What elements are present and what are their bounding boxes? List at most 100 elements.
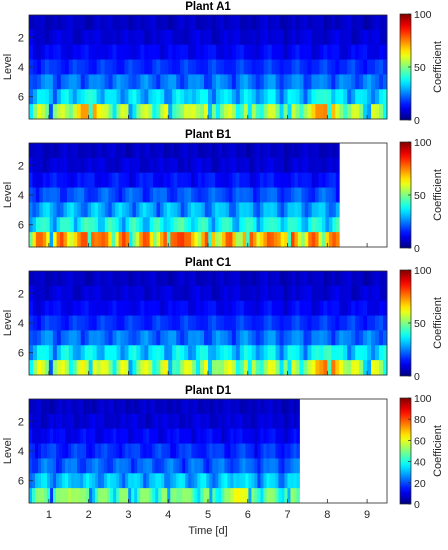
heatmap-cell [231,285,237,302]
heatmap-cell [86,399,90,415]
heatmap-cell [100,285,105,302]
heatmap-cell [44,330,50,346]
heatmap-cell [192,74,197,90]
heatmap-cell [180,315,185,331]
heatmap-cell [100,29,105,46]
heatmap-cell [303,271,308,287]
heatmap-cell [74,458,78,474]
heatmap-cell [98,443,102,459]
heatmap-cell [323,345,328,361]
y-axis-label: Level [2,54,14,80]
heatmap-cell [63,143,68,159]
heatmap-cell [290,458,294,474]
heatmap-cell [196,330,201,346]
heatmap-cell [148,104,153,120]
heatmap-cell [287,104,292,120]
heatmap-cell [172,285,177,302]
heatmap-cell [143,458,147,474]
heatmap-cell [253,232,257,248]
heatmap-cell [256,187,261,203]
heatmap-cell [52,44,58,60]
heatmap-cell [239,172,244,188]
heatmap-cell [327,59,332,75]
heatmap-cell [219,104,225,120]
heatmap-cell [291,232,295,248]
heatmap-cell [280,232,285,248]
heatmap-cell [32,399,36,415]
heatmap-cell [325,217,330,233]
heatmap-cell [101,217,106,233]
heatmap-cell [355,104,360,120]
heatmap-cell [172,44,177,60]
heatmap-cell [94,232,99,248]
heatmap-cell [279,300,284,316]
heatmap-cell [60,29,66,46]
heatmap-cell [87,232,92,248]
heatmap-cell [236,443,240,459]
heatmap-cell [243,59,249,75]
heatmap-cell [172,15,177,31]
heatmap-cell [136,29,141,46]
heatmap-cell [325,187,330,203]
heatmap-cell [319,59,324,75]
heatmap-cell [72,104,78,120]
heatmap-cell [128,202,133,218]
heatmap-cell [355,44,360,60]
heatmap-cell [243,285,249,302]
heatmap-cell [136,44,141,60]
heatmap-cell [219,271,225,287]
heatmap-cell [359,360,364,376]
heatmap-cell [177,172,182,188]
heatmap-cell [275,315,280,331]
heatmap-cell [283,59,288,75]
heatmap-cell [251,345,257,361]
heatmap-cell [351,345,356,361]
heatmap-cell [59,399,63,415]
heatmap-cell [134,413,138,430]
heatmap-cell [275,285,280,302]
heatmap-cell [259,330,265,346]
heatmap-cell [335,187,340,203]
heatmap-cell [32,473,36,489]
heatmap-cell [221,399,225,415]
heatmap-cell [68,488,72,504]
heatmap-cell [48,285,54,302]
heatmap-cell [41,473,45,489]
heatmap-cell [101,443,105,459]
heatmap-cell [293,428,297,444]
heatmap-cell [161,473,165,489]
heatmap-cell [200,300,205,316]
heatmap-cell [211,59,217,75]
heatmap-cell [247,74,253,90]
heatmap-cell [308,143,313,159]
heatmap-cell [192,315,197,331]
heatmap-cell [84,104,90,120]
heatmap-cell [65,428,69,444]
heatmap-cell [307,89,312,105]
heatmap-cell [176,74,181,90]
heatmap-cell [188,315,193,331]
heatmap-cell [332,202,337,218]
heatmap-cell [328,157,333,174]
heatmap-cell [371,285,376,302]
heatmap-cell [132,345,137,361]
heatmap-cell [76,315,82,331]
heatmap-cell [287,44,292,60]
heatmap-cell [132,44,137,60]
heatmap-cell [283,285,288,302]
heatmap-cell [266,458,270,474]
heatmap-cell [323,89,328,105]
heatmap-cell [100,89,105,105]
heatmap-cell [72,74,78,90]
heatmap-cell [56,29,62,46]
heatmap-cell [119,488,123,504]
heatmap-cell [201,217,206,233]
heatmap-cell [343,285,348,302]
heatmap-cell [331,360,336,376]
heatmap-cell [223,29,229,46]
heatmap-cell [359,74,364,90]
heatmap-cell [77,428,81,444]
heatmap-cell [152,443,156,459]
heatmap-cell [269,399,273,415]
heatmap-cell [98,413,102,430]
